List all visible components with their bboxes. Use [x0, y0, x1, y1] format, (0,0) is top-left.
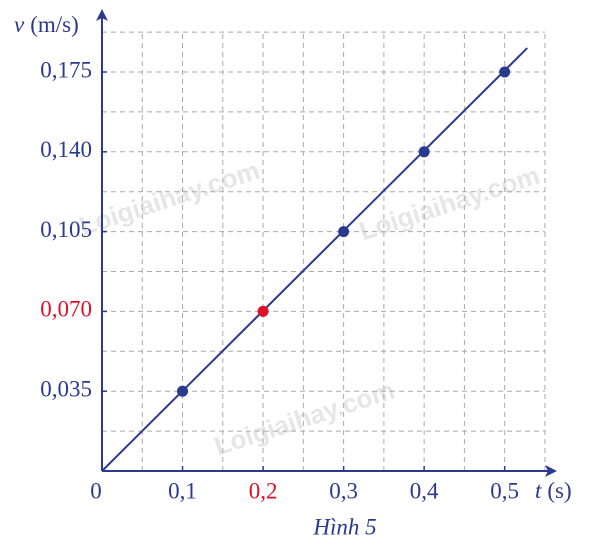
- x-tick-label: 0,4: [410, 478, 439, 503]
- data-point: [418, 146, 430, 158]
- x-axis-arrow: [545, 465, 557, 477]
- watermarks: Loigiaihay.com Loigiaihay.com Loigiaihay…: [76, 155, 543, 461]
- y-axis-arrow: [96, 9, 108, 21]
- data-point: [499, 66, 511, 78]
- y-axis-label: v (m/s): [14, 12, 79, 37]
- data-point: [177, 385, 189, 397]
- y-tick-label: 0,140: [40, 137, 92, 162]
- y-label-unit: (m/s): [30, 12, 79, 37]
- x-label-symbol: t: [535, 478, 542, 503]
- x-tick-label: 0: [90, 478, 102, 503]
- x-tick-label: 0,3: [329, 478, 358, 503]
- x-axis-label: t (s): [535, 478, 572, 503]
- data-line: [101, 47, 528, 472]
- data-point: [338, 226, 350, 238]
- caption: Hình 5: [312, 514, 376, 539]
- watermark: Loigiaihay.com: [211, 375, 398, 461]
- x-tick-label: 0,5: [490, 478, 519, 503]
- y-tick-label: 0,175: [40, 57, 92, 82]
- y-tick-label: 0,105: [40, 217, 92, 242]
- y-tick-label: 0,035: [40, 376, 92, 401]
- y-tick-label: 0,070: [40, 297, 92, 322]
- x-label-unit: (s): [547, 478, 571, 503]
- x-tick-label: 0,1: [168, 478, 197, 503]
- x-tick-label: 0,2: [249, 478, 278, 503]
- y-label-symbol: v: [14, 12, 25, 37]
- watermark: Loigiaihay.com: [76, 155, 263, 241]
- data-point: [257, 305, 269, 317]
